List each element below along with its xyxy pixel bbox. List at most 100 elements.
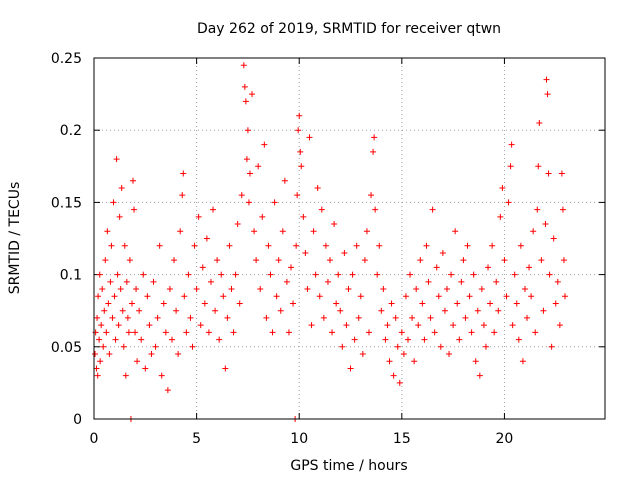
x-tick-label: 5: [192, 431, 201, 447]
data-point: [207, 278, 214, 285]
data-point: [154, 314, 161, 321]
data-point: [150, 278, 157, 285]
data-point: [443, 286, 450, 293]
data-point: [314, 184, 321, 191]
data-point: [474, 307, 481, 314]
data-point: [425, 278, 432, 285]
data-point: [115, 322, 122, 329]
data-point: [106, 351, 113, 358]
data-point: [400, 351, 407, 358]
data-point: [243, 156, 250, 163]
data-point: [133, 286, 140, 293]
data-point: [104, 228, 111, 235]
data-point: [324, 278, 331, 285]
data-point: [515, 336, 522, 343]
data-point: [363, 228, 370, 235]
data-point: [407, 271, 414, 278]
data-point: [146, 322, 153, 329]
data-point: [526, 264, 533, 271]
data-point: [216, 336, 223, 343]
y-axis-label: SRMTID / TECUs: [7, 182, 23, 295]
x-tick-label: 20: [496, 431, 514, 447]
data-point: [290, 300, 297, 307]
data-point: [394, 343, 401, 350]
data-point: [95, 293, 102, 300]
data-point: [493, 278, 500, 285]
data-point: [351, 336, 358, 343]
data-point: [234, 221, 241, 228]
data-point: [546, 271, 553, 278]
data-point: [244, 127, 251, 134]
data-point: [232, 271, 239, 278]
data-point: [511, 271, 518, 278]
data-point: [542, 221, 549, 228]
data-point: [384, 322, 391, 329]
y-tick-label: 0.2: [60, 123, 82, 139]
data-point: [452, 228, 459, 235]
y-tick-label: 0.1: [60, 268, 82, 284]
data-point: [129, 177, 136, 184]
data-point: [560, 257, 567, 264]
data-point: [102, 257, 109, 264]
data-point: [224, 314, 231, 321]
data-point: [310, 228, 317, 235]
data-point: [119, 307, 126, 314]
data-point: [316, 293, 323, 300]
data-point: [134, 358, 141, 365]
data-point: [297, 148, 304, 155]
data-point: [101, 307, 108, 314]
data-point: [339, 343, 346, 350]
data-point: [123, 278, 130, 285]
data-point: [183, 329, 190, 336]
data-point: [388, 300, 395, 307]
data-point: [341, 249, 348, 256]
data-point: [226, 242, 233, 249]
data-point: [94, 314, 101, 321]
data-point: [245, 199, 252, 206]
data-point: [349, 271, 356, 278]
data-point: [162, 329, 169, 336]
data-point: [228, 286, 235, 293]
data-point: [548, 343, 555, 350]
data-point: [265, 242, 272, 249]
data-point: [267, 271, 274, 278]
data-point: [148, 351, 155, 358]
data-point: [179, 192, 186, 199]
data-point: [423, 242, 430, 249]
data-point: [558, 170, 565, 177]
data-point: [466, 293, 473, 300]
data-point: [298, 163, 305, 170]
data-point: [173, 307, 180, 314]
data-point: [431, 329, 438, 336]
data-point: [99, 286, 106, 293]
x-tick-label: 0: [90, 431, 99, 447]
data-points: [92, 62, 568, 422]
data-point: [499, 184, 506, 191]
data-point: [171, 257, 178, 264]
data-point: [433, 264, 440, 271]
data-point: [559, 206, 566, 213]
data-point: [456, 336, 463, 343]
y-tick-label: 0.25: [51, 51, 82, 67]
data-point: [98, 322, 105, 329]
data-point: [222, 365, 229, 372]
data-point: [487, 300, 494, 307]
data-point: [100, 343, 107, 350]
data-point: [561, 293, 568, 300]
x-tick-label: 10: [290, 431, 308, 447]
data-point: [480, 322, 487, 329]
data-point: [550, 235, 557, 242]
data-point: [448, 271, 455, 278]
data-point: [544, 91, 551, 98]
data-point: [497, 213, 504, 220]
data-point: [545, 170, 552, 177]
data-point: [203, 235, 210, 242]
data-point: [343, 322, 350, 329]
data-point: [409, 314, 416, 321]
data-point: [117, 286, 124, 293]
data-point: [382, 336, 389, 343]
data-point: [240, 62, 247, 69]
data-point: [273, 293, 280, 300]
data-point: [185, 271, 192, 278]
